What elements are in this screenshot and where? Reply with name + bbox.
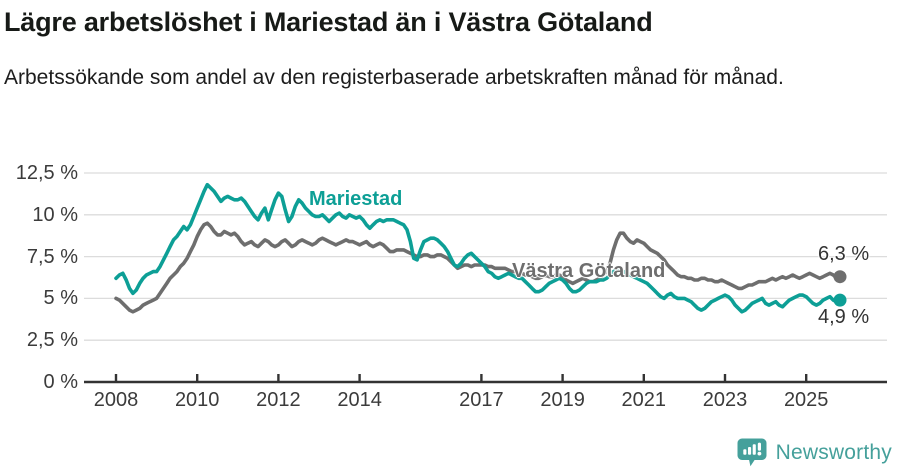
y-tick-label: 5 %: [43, 287, 78, 310]
end-dot-v-stra-g-taland: [833, 270, 847, 284]
newsworthy-logo[interactable]: Newsworthy: [737, 438, 892, 467]
x-tick-label: 2021: [621, 389, 667, 411]
y-tick-label: 2,5 %: [26, 329, 78, 352]
series-label-mariestad: Mariestad: [309, 188, 403, 210]
line-v-stra-g-taland: [114, 221, 842, 314]
x-tick-label: 2023: [702, 389, 748, 411]
y-tick-label: 7,5 %: [26, 245, 78, 268]
page-title: Lägre arbetslöshet i Mariestad än i Väst…: [4, 7, 653, 37]
x-tick-label: 2025: [783, 389, 829, 411]
series-label-vastra-gotaland: Västra Götaland: [512, 260, 666, 282]
x-tick-label: 2012: [256, 389, 301, 411]
x-tick-label: 2008: [93, 389, 139, 411]
x-tick-label: 2019: [540, 389, 585, 411]
x-tick-label: 2014: [337, 389, 382, 411]
newsworthy-logo-icon: [737, 438, 767, 467]
y-tick-label: 10 %: [32, 203, 78, 226]
page-subtitle: Arbetssökande som andel av den registerb…: [4, 66, 784, 89]
x-tick-label: 2017: [459, 389, 504, 411]
line-mariestad: [114, 182, 842, 314]
y-tick-label: 0 %: [43, 371, 78, 393]
end-dot-mariestad: [833, 293, 847, 307]
y-tick-label: 12,5 %: [15, 162, 78, 184]
end-value-mariestad: 4,9 %: [818, 306, 870, 328]
newsworthy-logo-text: Newsworthy: [775, 440, 892, 464]
x-tick-label: 2010: [174, 389, 220, 411]
end-value-vastra-gotaland: 6,3 %: [818, 243, 870, 265]
